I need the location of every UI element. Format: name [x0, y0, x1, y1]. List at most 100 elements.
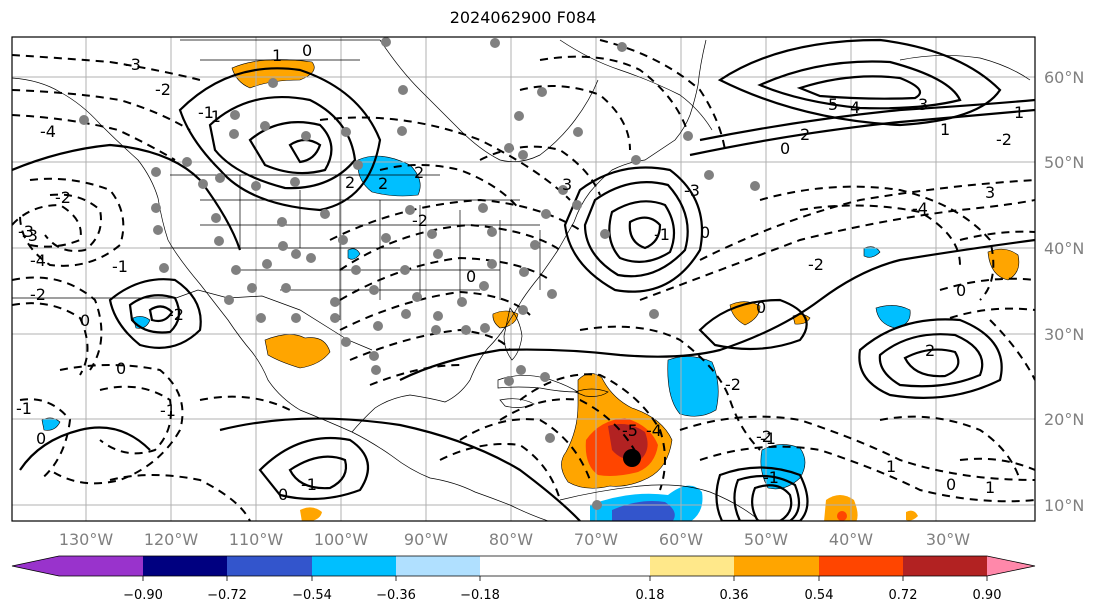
contour-label: -1	[16, 399, 32, 418]
contour-label: 4	[850, 98, 860, 117]
shade-positive	[824, 495, 858, 521]
contour-label: -2	[725, 375, 741, 394]
shade-negative	[863, 246, 881, 258]
colorbar-bin	[819, 556, 903, 576]
contour-label: -1	[760, 429, 776, 448]
colorbar-bin	[59, 556, 143, 576]
colorbar-extend-low	[12, 556, 59, 576]
colorbar-outline	[11, 555, 1036, 577]
colorbar: −0.90 −0.72 −0.54 −0.36 −0.18 0.18 0.36 …	[11, 555, 1036, 603]
contour-label: 1	[940, 120, 950, 139]
contour-label: 1	[1014, 103, 1024, 122]
contour-label: 2	[378, 174, 388, 193]
lat-label: 50°N	[1044, 153, 1084, 172]
colorbar-bin	[312, 556, 396, 576]
contour-label: -1	[112, 257, 128, 276]
lat-label: 20°N	[1044, 410, 1084, 429]
contour-label: -1	[301, 475, 317, 494]
lon-label: 110°W	[229, 530, 284, 549]
contour-label: 0	[80, 311, 90, 330]
storm-center-marker	[623, 449, 641, 467]
lon-label: 120°W	[144, 530, 199, 549]
contour-label: 2	[925, 341, 935, 360]
contour-label: -2	[996, 130, 1012, 149]
contour-label: -3	[125, 55, 141, 74]
contour-label: 1	[886, 457, 896, 476]
colorbar-tick-label: −0.36	[376, 588, 416, 603]
contour-label: -3	[18, 222, 34, 241]
map-title: 2024062900 F084	[449, 8, 597, 27]
latitude-labels: 60°N 50°N 40°N 30°N 20°N 10°N	[1044, 68, 1084, 515]
colorbar-tick-label: −0.18	[460, 588, 500, 603]
contour-label: 0	[700, 223, 710, 242]
contour-label: 0	[756, 298, 766, 317]
contour-label: -1	[205, 107, 221, 126]
contour-label: -4	[30, 251, 46, 270]
shade-negative	[667, 356, 719, 417]
contour-label: 0	[780, 139, 790, 158]
lon-label: 90°W	[404, 530, 448, 549]
contour-label: -1	[654, 225, 670, 244]
lon-label: 70°W	[574, 530, 618, 549]
shade-negative-strong	[612, 501, 675, 521]
contour-lines	[12, 38, 1035, 521]
colorbar-tick-label: 0.90	[973, 588, 1002, 603]
contour-label: -2	[168, 305, 184, 324]
colorbar-bin	[143, 556, 227, 576]
colorbar-bin	[903, 556, 987, 576]
lat-label: 10°N	[1044, 496, 1084, 515]
contour-label: -2	[155, 80, 171, 99]
lon-label: 60°W	[659, 530, 703, 549]
contour-label: -2	[756, 427, 772, 446]
contour-label: 0	[278, 485, 288, 504]
longitude-labels: 130°W 120°W 110°W 100°W 90°W 80°W 70°W 6…	[59, 530, 970, 549]
contour-label: -2	[808, 255, 824, 274]
shade-negative	[347, 248, 361, 260]
contour-label: 0	[956, 281, 966, 300]
colorbar-tick-label: −0.90	[123, 588, 163, 603]
contour-label: -2	[55, 188, 71, 207]
lat-label: 60°N	[1044, 68, 1084, 87]
colorbar-tick-label: −0.72	[207, 588, 247, 603]
contour-label: 0	[36, 429, 46, 448]
contour-label: 0	[946, 475, 956, 494]
lon-label: 40°W	[829, 530, 873, 549]
shade-positive	[492, 310, 519, 329]
lon-label: 100°W	[314, 530, 369, 549]
lon-label: 50°W	[744, 530, 788, 549]
contour-label: 2	[800, 125, 810, 144]
contour-label: -2	[412, 211, 428, 230]
colorbar-bin	[227, 556, 312, 576]
shade-positive	[300, 507, 322, 521]
contour-label: -2	[30, 285, 46, 304]
contour-label: 2	[345, 173, 355, 192]
colorbar-tick-label: −0.54	[292, 588, 332, 603]
colorbar-tick-label: 0.18	[636, 588, 665, 603]
contour-label: -1	[160, 401, 176, 420]
lat-label: 40°N	[1044, 239, 1084, 258]
colorbar-tick-label: 0.72	[889, 588, 918, 603]
shade-positive	[906, 510, 918, 521]
coastlines	[12, 39, 1031, 521]
colorbar-tick-label: 0.54	[805, 588, 834, 603]
contour-label: -1	[763, 468, 779, 487]
map-frame	[11, 36, 1036, 522]
contour-label: -4	[40, 122, 56, 141]
contour-label: -3	[684, 181, 700, 200]
colorbar-bin	[650, 556, 734, 576]
lat-label: 30°N	[1044, 325, 1084, 344]
shade-positive	[987, 248, 1020, 281]
colorbar-extend-high	[987, 556, 1035, 576]
colorbar-bin	[480, 556, 650, 576]
contour-label: 3	[918, 95, 928, 114]
lon-label: 80°W	[489, 530, 533, 549]
contour-label: -4	[912, 199, 928, 218]
contour-label: 3	[985, 183, 995, 202]
contour-label: 0	[302, 41, 312, 60]
shade-negative	[41, 417, 61, 431]
contour-label: -4	[646, 421, 662, 440]
contour-label: 3	[562, 175, 572, 194]
contour-label: 2	[414, 163, 424, 182]
shade-negative	[875, 305, 911, 329]
shade-positive	[231, 59, 315, 89]
